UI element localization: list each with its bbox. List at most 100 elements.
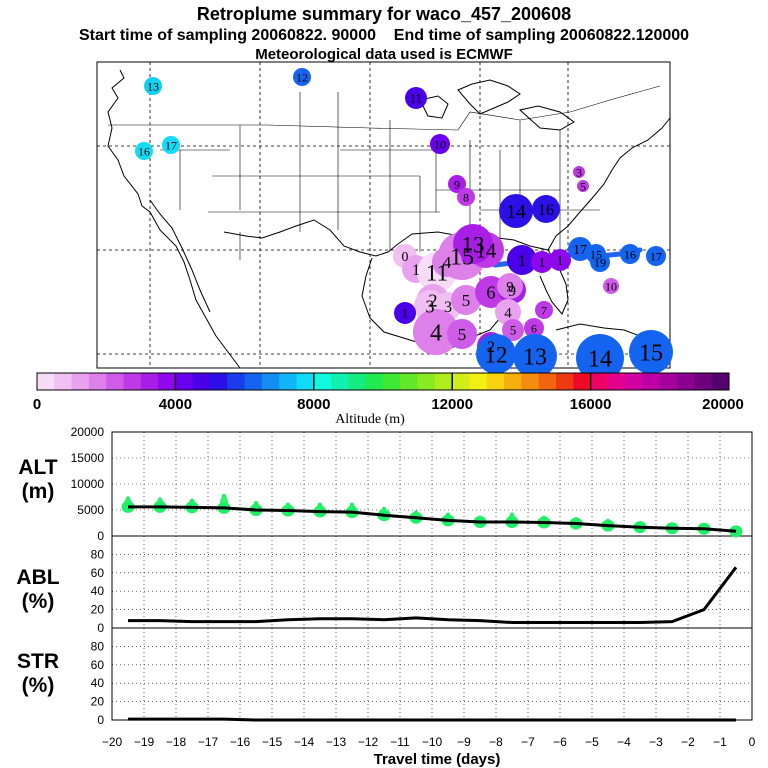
alt-spread-marker	[252, 503, 260, 510]
x-tick-label: −19	[134, 735, 155, 749]
map-marker-label: 14	[588, 347, 612, 373]
map-marker-label: 15	[639, 341, 663, 367]
x-tick-label: −11	[390, 735, 410, 749]
alt-spread-top-marker	[445, 512, 451, 517]
x-axis-label: Travel time (days)	[374, 751, 501, 768]
colorbar-cell	[123, 373, 142, 390]
map-marker-label: 13	[147, 79, 159, 93]
map-marker-label: 3	[425, 297, 434, 317]
map-marker	[451, 285, 481, 315]
abl-panel-frame	[111, 535, 753, 629]
map-marker	[590, 252, 610, 272]
map-marker	[430, 134, 450, 154]
alt-spread-top-marker	[509, 512, 515, 517]
map-marker-label: 11	[426, 260, 448, 285]
x-tick-label: −4	[617, 735, 631, 749]
y-tick-label: 0	[97, 621, 104, 635]
abl-axis-label: ABL (%)	[6, 566, 70, 614]
map-marker-label: 5	[510, 324, 516, 338]
map-marker-label: 19	[594, 255, 606, 269]
map-marker	[476, 334, 516, 374]
colorbar-cell	[659, 373, 678, 390]
alt-spread-top-marker	[573, 517, 579, 522]
colorbar-cell	[210, 373, 228, 390]
colorbar-cell	[296, 373, 315, 390]
map-marker	[432, 247, 462, 277]
map-marker-label: 16	[624, 247, 636, 261]
map-marker	[453, 224, 493, 264]
alt-spread-marker	[508, 514, 516, 522]
map-marker-label: 1	[518, 251, 527, 270]
map-marker-label: 1	[539, 256, 545, 270]
map-marker	[576, 334, 624, 382]
y-tick-label: 5000	[77, 503, 104, 517]
colorbar-cell	[486, 373, 505, 390]
map-marker	[457, 188, 475, 206]
str-label-line1: STR	[17, 650, 59, 673]
map-marker-label: 4	[504, 305, 512, 321]
map-marker	[573, 166, 585, 178]
map-marker-label: 15	[590, 247, 602, 261]
met-data-note: Meteorological data used is ECMWF	[255, 46, 513, 63]
alt-spread-top-marker	[605, 518, 611, 524]
map-marker	[499, 194, 533, 228]
x-tick-label: −14	[294, 735, 315, 749]
y-tick-label: 20	[91, 603, 105, 617]
map-marker	[405, 87, 427, 109]
colorbar-cell	[106, 373, 124, 390]
colorbar-cell	[227, 373, 245, 390]
alt-spread-top-marker	[733, 525, 739, 530]
alt-spread-marker	[316, 504, 324, 512]
alt-spread-marker	[156, 499, 164, 507]
map-marker-label: 16	[538, 202, 554, 219]
colorbar-tick-label: 16000	[570, 396, 612, 413]
map-marker-label: 12	[485, 342, 508, 367]
colorbar-cell	[677, 373, 695, 390]
map-marker-label: 4	[430, 321, 442, 347]
map-marker	[135, 142, 153, 160]
alt-spread-top-marker	[669, 522, 675, 527]
map-marker-label: 3	[576, 165, 582, 179]
abl-label-line1: ABL	[16, 566, 60, 589]
map-marker-label: 15	[450, 245, 474, 271]
colorbar-cell	[607, 373, 626, 390]
alt-spread-top-marker	[349, 502, 355, 507]
y-tick-label: 80	[91, 547, 105, 561]
map-marker-label: 17	[573, 242, 587, 257]
map-marker-label: 9	[508, 283, 516, 300]
map-marker	[162, 136, 180, 154]
y-tick-label: 80	[91, 639, 105, 653]
map-marker	[507, 245, 537, 275]
abl-line	[128, 566, 738, 624]
colorbar-cell	[140, 373, 159, 390]
map-marker-label: 11	[410, 92, 422, 106]
colorbar-cell	[400, 373, 418, 390]
x-tick-label: −13	[326, 735, 347, 749]
colorbar-cell	[279, 373, 297, 390]
map-marker	[144, 77, 162, 95]
sampling-times: Start time of sampling 20060822. 90000 E…	[0, 27, 768, 45]
colorbar-cell	[71, 373, 90, 390]
x-tick-label: −12	[358, 735, 379, 749]
alt-spread-top-marker	[381, 506, 387, 512]
alt-spread-top-marker	[157, 497, 163, 502]
colorbar-cell	[452, 373, 470, 390]
map-marker-label: 9	[454, 177, 460, 191]
map-marker	[447, 319, 477, 349]
alt-spread-top-marker	[285, 502, 291, 507]
colorbar-cell	[504, 373, 522, 390]
alt-spread-top-marker	[125, 496, 131, 501]
y-tick-label: 10000	[71, 477, 105, 491]
alt-spread-top-marker	[189, 498, 195, 503]
alt-mean-line	[128, 505, 737, 533]
map-marker-label: 1	[557, 254, 563, 268]
map-marker-label: 2	[428, 291, 437, 311]
map-marker	[549, 249, 571, 271]
map-marker	[502, 319, 524, 341]
colorbar-cell	[313, 373, 332, 390]
colorbar-tick-label: 4000	[159, 396, 192, 413]
colorbar-cell	[469, 373, 488, 390]
map-marker	[495, 299, 521, 325]
